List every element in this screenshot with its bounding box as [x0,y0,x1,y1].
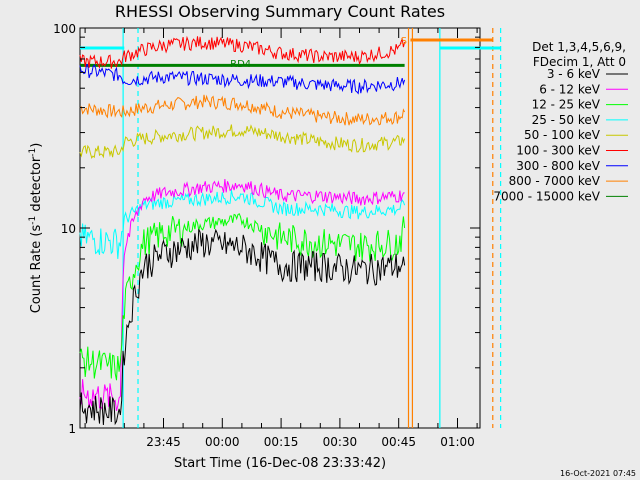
legend-label: 12 - 25 keV [532,98,601,112]
render-timestamp: 16-Oct-2021 07:45 [560,469,636,478]
series-line [79,124,406,160]
series-line [79,189,406,259]
legend-label: 7000 - 15000 keV [493,189,600,203]
y-tick-label: 100 [53,22,76,36]
x-axis-label: Start Time (16-Dec-08 23:33:42) [174,456,386,471]
series-line [79,94,406,126]
x-tick-label: 00:00 [205,435,240,449]
series-line [79,35,406,69]
annotation-rd4: RD4 [230,59,251,70]
chart-title: RHESSI Observing Summary Count Rates [115,2,445,21]
series-line [79,178,405,411]
x-tick-label: 23:45 [146,435,181,449]
legend-label: 6 - 12 keV [539,82,601,96]
x-tick-label: 00:30 [323,435,358,449]
x-tick-label: 00:45 [381,435,416,449]
y-tick-label: 1 [68,422,76,436]
annotation-layer: RD4 S [230,36,407,70]
axes-layer: 1 10 100 23:45 00:00 00:15 00:30 00:45 01:00 [53,22,480,449]
x-tick-label: 01:00 [440,435,475,449]
legend: Det 1,3,4,5,6,9, FDecim 1, Att 0 3 - 6 k… [493,40,628,203]
y-axis-label: Count Rate (s-1 detector-1) [28,143,44,314]
legend-label: 300 - 800 keV [516,159,600,173]
legend-label: 3 - 6 keV [547,67,601,81]
series-line [79,228,406,426]
series-line [79,63,406,95]
y-tick-label: 10 [61,222,76,236]
legend-label: 50 - 100 keV [524,128,601,142]
legend-label: 25 - 50 keV [532,113,601,127]
legend-label: 100 - 300 keV [516,144,600,158]
annotation-s: S [401,36,407,47]
series-line [79,213,406,381]
legend-header-decimation: FDecim 1, Att 0 [533,55,626,69]
x-tick-label: 00:15 [264,435,299,449]
legend-label: 800 - 7000 keV [509,174,601,188]
legend-header-detectors: Det 1,3,4,5,6,9, [532,40,626,54]
series-layer [79,35,406,426]
